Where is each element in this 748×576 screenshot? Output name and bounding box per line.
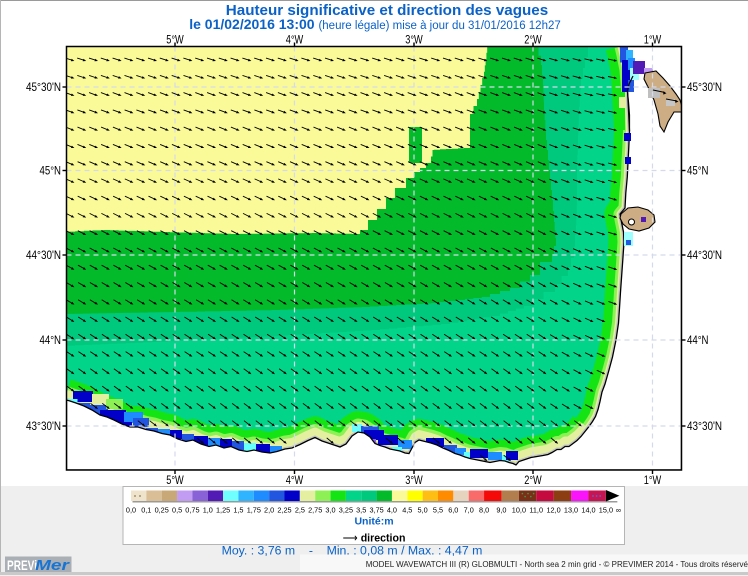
svg-text:3°W: 3°W	[405, 34, 423, 47]
svg-text:45°30'N: 45°30'N	[26, 81, 61, 94]
svg-text:5,5: 5,5	[433, 506, 443, 515]
svg-text:15,0: 15,0	[599, 506, 613, 515]
svg-text:44°30'N: 44°30'N	[26, 249, 61, 262]
svg-text:3,5: 3,5	[356, 506, 366, 515]
svg-text:∞: ∞	[616, 506, 621, 515]
svg-text:45°N: 45°N	[687, 165, 709, 178]
svg-text:2,25: 2,25	[277, 506, 291, 515]
svg-text:PREVi: PREVi	[7, 557, 37, 573]
svg-text:2°W: 2°W	[524, 474, 542, 487]
svg-text:4°W: 4°W	[286, 34, 304, 47]
svg-text:3,75: 3,75	[369, 506, 383, 515]
svg-text:14,0: 14,0	[581, 506, 595, 515]
svg-text:3,0: 3,0	[325, 506, 335, 515]
svg-text:0,75: 0,75	[185, 506, 199, 515]
svg-text:⟶ direction: ⟶ direction	[343, 533, 406, 545]
svg-text:9,0: 9,0	[496, 506, 506, 515]
svg-text:3°W: 3°W	[405, 474, 423, 487]
svg-text:1°W: 1°W	[644, 34, 662, 47]
svg-text:4,0: 4,0	[387, 506, 397, 515]
svg-text:44°N: 44°N	[687, 334, 709, 347]
svg-text:0,0: 0,0	[126, 506, 136, 515]
svg-text:0,25: 0,25	[155, 506, 169, 515]
svg-text:45°N: 45°N	[40, 165, 62, 178]
svg-text:le 01/02/2016 13:00 (heure lég: le 01/02/2016 13:00 (heure légale) mise …	[189, 16, 561, 32]
svg-text:0,5: 0,5	[172, 506, 182, 515]
svg-text:11,0: 11,0	[529, 506, 543, 515]
svg-text:8,0: 8,0	[479, 506, 489, 515]
svg-text:13,0: 13,0	[564, 506, 578, 515]
svg-text:5,0: 5,0	[418, 506, 428, 515]
svg-text:2,75: 2,75	[308, 506, 322, 515]
svg-text:1,5: 1,5	[233, 506, 243, 515]
svg-text:5°W: 5°W	[166, 34, 184, 47]
svg-text:10,0: 10,0	[512, 506, 526, 515]
svg-text:7,0: 7,0	[464, 506, 474, 515]
svg-text:Moy. : 3,76 m - Min. : 0: Moy. : 3,76 m - Min. : 0,08 m / Max. : 4…	[222, 544, 483, 558]
svg-text:MODEL WAVEWATCH III (R) GLOBMU: MODEL WAVEWATCH III (R) GLOBMULTI - Nort…	[366, 560, 748, 569]
svg-text:1,25: 1,25	[216, 506, 230, 515]
svg-text:Unité:m: Unité:m	[354, 516, 393, 528]
svg-text:Hauteur significative et direc: Hauteur significative et direction des v…	[226, 2, 548, 19]
svg-text:4°W: 4°W	[286, 474, 304, 487]
svg-text:2,0: 2,0	[264, 506, 274, 515]
svg-text:0,1: 0,1	[141, 506, 151, 515]
svg-text:2,5: 2,5	[295, 506, 305, 515]
svg-text:1°W: 1°W	[644, 474, 662, 487]
svg-text:44°30'N: 44°30'N	[687, 249, 722, 262]
svg-text:5°W: 5°W	[166, 474, 184, 487]
svg-text:4,5: 4,5	[402, 506, 412, 515]
svg-text:Mer: Mer	[35, 557, 70, 574]
svg-text:1,75: 1,75	[247, 506, 261, 515]
svg-text:45°30'N: 45°30'N	[687, 81, 722, 94]
svg-text:6,0: 6,0	[448, 506, 458, 515]
svg-text:43°30'N: 43°30'N	[687, 420, 722, 433]
svg-text:3,25: 3,25	[339, 506, 353, 515]
svg-text:44°N: 44°N	[40, 334, 62, 347]
svg-text:1,0: 1,0	[203, 506, 213, 515]
svg-text:12,0: 12,0	[546, 506, 560, 515]
svg-text:43°30'N: 43°30'N	[26, 420, 61, 433]
svg-text:2°W: 2°W	[524, 34, 542, 47]
